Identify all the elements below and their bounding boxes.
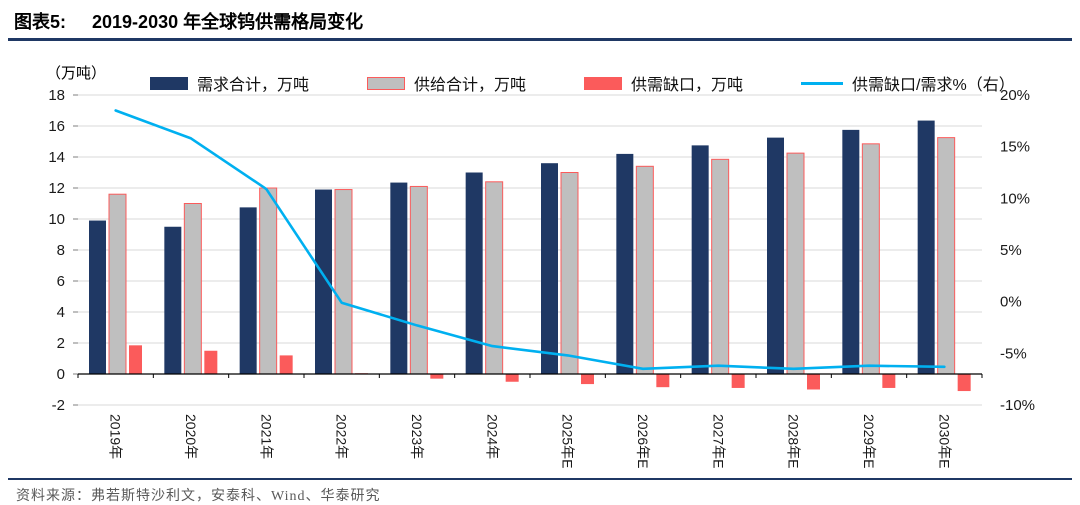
right-axis-tick-label: 15% [1000,139,1030,156]
footer-divider [8,478,1072,480]
left-axis-tick-label: 6 [57,273,65,290]
x-axis-label: 2019年 [108,414,124,459]
bar-1-9 [786,152,805,375]
gap-ratio-line [114,109,946,371]
right-axis-tick-label: 10% [1000,190,1030,207]
bar-2-0 [129,345,142,374]
bar-0-2 [239,207,257,374]
x-axis-label: 2023年 [409,414,425,459]
figure-header: 图表5: 2019-2030 年全球钨供需格局变化 [0,0,1080,36]
legend-item-gap: 供需缺口，万吨 [584,71,743,95]
bar-1-11 [937,137,956,375]
legend: 需求合计，万吨 供给合计，万吨 供需缺口，万吨 供需缺口/需求%（右） [150,71,1015,95]
bar-1-7 [635,165,654,375]
x-axis-label: 2026年E [635,414,651,468]
figure-title: 2019-2030 年全球钨供需格局变化 [92,12,364,32]
bar-2-4 [430,374,444,379]
bar-1-0 [108,193,127,375]
bar-1-2 [259,187,278,375]
x-axis-label: 2028年E [786,414,802,468]
bar-1-3 [334,189,353,375]
bar-0-10 [842,129,860,374]
left-axis-tick-label: 10 [48,211,65,228]
supply-legend-label: 供给合计，万吨 [414,77,527,94]
bar-0-5 [465,172,483,374]
right-axis-tick-label: -5% [1000,345,1027,362]
bar-1-1 [183,203,202,375]
left-axis-tick-label: 18 [48,87,65,104]
title-divider [8,38,1072,41]
bar-2-5 [505,374,519,382]
bar-0-8 [691,145,709,374]
legend-item-demand: 需求合计，万吨 [150,71,309,95]
bar-2-7 [656,374,670,388]
bar-2-11 [957,374,971,392]
left-axis-tick-label: 2 [57,335,65,352]
bar-0-6 [541,163,558,374]
left-axis-tick-label: 8 [57,242,65,259]
bar-0-11 [917,120,935,374]
demand-legend-label: 需求合计，万吨 [197,77,310,94]
left-axis-tick-label: 12 [48,180,65,197]
source-note: 资料来源：弗若斯特沙利文，安泰科、Wind、华泰研究 [16,489,381,504]
x-axis-label: 2029年E [861,414,877,468]
gap-ratio-legend-label: 供需缺口/需求%（右） [852,77,1015,94]
bar-2-6 [581,374,594,385]
x-axis-label: 2024年 [484,414,500,459]
x-axis-label: 2025年E [560,414,576,468]
x-axis-label: 2030年E [936,414,952,468]
gap-ratio-legend-line [801,81,844,85]
right-axis-tick-label: -10% [1000,397,1035,414]
left-axis-tick-label: 14 [48,149,65,166]
x-axis-label: 2020年 [183,414,199,459]
gap-legend-label: 供需缺口，万吨 [631,77,744,94]
demand-legend-swatch [150,76,188,90]
bar-1-6 [560,172,579,375]
bar-2-9 [807,374,820,390]
legend-item-gap-ratio: 供需缺口/需求%（右） [801,71,1015,95]
left-axis-unit-label: （万吨） [46,65,107,82]
bar-2-2 [279,355,293,374]
bar-1-10 [861,143,880,375]
gap-legend-swatch [584,76,623,90]
bar-2-10 [882,374,896,388]
bar-2-8 [731,374,745,388]
bar-0-4 [390,182,408,374]
left-axis-tick-label: 4 [57,304,65,321]
bar-1-4 [409,185,428,375]
chart-area: -2 0 2 4 6 8 10 12 14 16 18 -10% -5% 0% 5% 10% 15% 20% 201… [0,41,1080,478]
bar-0-1 [164,226,182,374]
x-axis-label: 2022年 [334,414,350,459]
legend-item-supply: 供给合计，万吨 [367,71,526,95]
bar-1-8 [711,158,730,375]
x-axis-label: 2027年E [710,414,726,468]
right-axis-tick-label: 20% [1000,87,1030,104]
left-axis-tick-label: 0 [57,366,65,383]
bar-0-9 [767,137,784,374]
chart-svg: -2 0 2 4 6 8 10 12 14 16 18 -10% -5% 0% 5% 10% 15% 20% 201… [48,87,1035,468]
figure-label: 图表5: [14,12,67,32]
x-axis-label: 2021年 [258,414,274,459]
bar-0-3 [315,189,332,374]
left-axis-tick-label: 16 [48,118,65,135]
right-axis-tick-label: 0% [1000,294,1022,311]
right-axis-tick-label: 5% [1000,242,1022,259]
bar-2-1 [204,350,218,374]
bar-0-7 [616,153,634,374]
bar-0-0 [89,220,106,374]
left-axis-tick-label: -2 [52,397,65,414]
supply-legend-swatch [367,76,406,90]
